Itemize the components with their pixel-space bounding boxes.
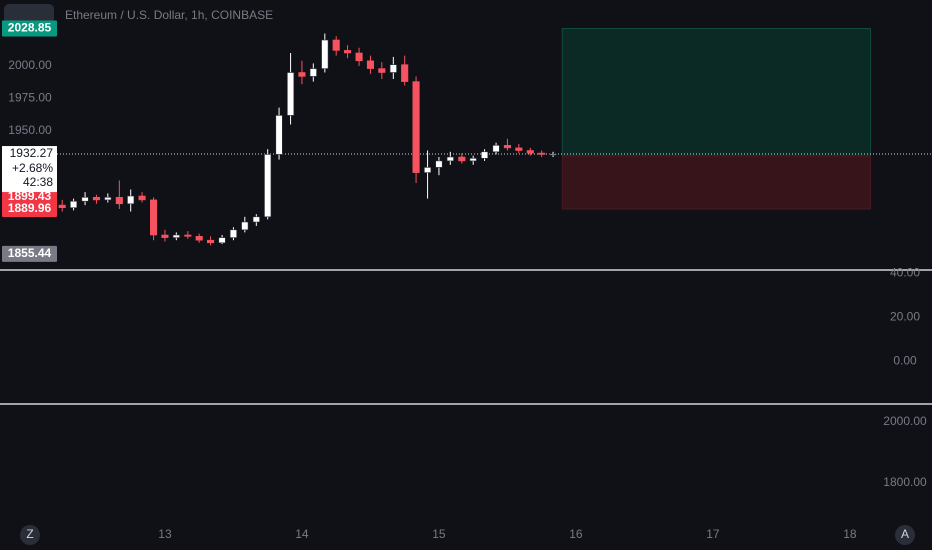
last-price-box <box>2 146 57 193</box>
candle-body <box>150 199 158 236</box>
candle-body <box>526 150 534 154</box>
price-label: 1855.44 <box>8 246 52 260</box>
candle-body <box>389 64 397 73</box>
price-label: 2028.85 <box>8 21 52 35</box>
x-tick-label: 14 <box>295 527 309 541</box>
candle-body <box>458 156 466 162</box>
y-tick-label: 1975.00 <box>8 91 52 105</box>
candle-body <box>195 236 203 241</box>
price-label-box <box>2 201 57 218</box>
candle-body <box>275 115 283 155</box>
last-price-label: 1932.27 <box>10 146 54 160</box>
price-label-box <box>2 245 57 262</box>
pane-tick-label: 40.00 <box>890 265 920 279</box>
candle-body <box>184 234 192 237</box>
candle-body <box>58 204 66 209</box>
candle-body <box>549 153 557 156</box>
candle-body <box>355 52 363 62</box>
pane-tick-label: 0.00 <box>893 353 917 367</box>
candle-body <box>344 50 352 54</box>
candle-body <box>503 145 511 149</box>
candle-body <box>70 200 78 209</box>
candle-body <box>481 151 489 159</box>
candle-body <box>138 195 146 201</box>
candle-body <box>161 234 169 238</box>
candle-body <box>424 167 432 173</box>
candle-body <box>81 197 89 202</box>
candle-body <box>252 216 260 223</box>
axis-button-label[interactable]: A <box>901 527 909 541</box>
price-label-box <box>2 188 57 205</box>
candle-body <box>298 72 306 77</box>
candle-body <box>127 195 135 205</box>
y-tick-label: 2000.00 <box>8 58 52 72</box>
pane-tick-label: 2000.00 <box>883 414 927 428</box>
candle-body <box>287 72 295 116</box>
candle-body <box>309 68 317 77</box>
candle-body <box>366 60 374 69</box>
price-label: 1889.96 <box>8 201 52 215</box>
chart-title: Ethereum / U.S. Dollar, 1h, COINBASE <box>65 8 273 22</box>
candle-body <box>207 239 215 244</box>
price-label: 1899.43 <box>8 189 52 203</box>
axis-button-label[interactable]: Z <box>26 527 33 541</box>
candle-body <box>435 160 443 168</box>
candle-body <box>172 234 180 238</box>
candle-body <box>469 158 477 162</box>
pane-tick-label: 1800.00 <box>883 475 927 489</box>
x-tick-label: 17 <box>706 527 720 541</box>
y-tick-label: 1950.00 <box>8 123 52 137</box>
candle-body <box>264 154 272 218</box>
axis-button[interactable] <box>20 525 40 545</box>
candle-body <box>515 147 523 151</box>
candle-body <box>229 229 237 238</box>
candle-body <box>538 152 546 155</box>
candle-body <box>412 81 420 173</box>
pane-tick-label: 20.00 <box>890 309 920 323</box>
bar-countdown: 42:38 <box>23 175 53 189</box>
candle-body <box>378 68 386 73</box>
candle-body <box>92 197 100 201</box>
candle-body <box>446 156 454 162</box>
candle-body <box>104 197 112 201</box>
price-change: +2.68% <box>12 161 53 175</box>
price-label-box <box>2 20 57 37</box>
x-tick-label: 18 <box>843 527 857 541</box>
candle-body <box>332 39 340 51</box>
axis-button[interactable] <box>895 525 915 545</box>
candle-body <box>218 237 226 244</box>
take-profit-zone <box>561 27 871 157</box>
x-tick-label: 15 <box>432 527 446 541</box>
stop-loss-zone <box>561 155 871 210</box>
candle-body <box>321 39 329 69</box>
candle-body <box>492 145 500 153</box>
candle-body <box>115 197 123 205</box>
candle-body <box>401 64 409 82</box>
candle-body <box>241 221 249 231</box>
x-tick-label: 13 <box>158 527 172 541</box>
x-tick-label: 16 <box>569 527 583 541</box>
